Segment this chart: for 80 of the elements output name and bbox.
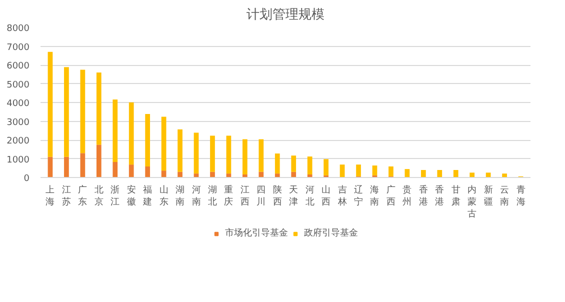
bar xyxy=(194,132,199,174)
bar xyxy=(210,136,215,172)
x-tick-label: 山东 xyxy=(159,184,168,208)
y-tick-label: 7000 xyxy=(6,42,30,53)
chart-title: 计划管理规模 xyxy=(246,8,324,22)
x-tick-label: 重庆 xyxy=(224,184,234,208)
x-tick-label: 陕西 xyxy=(272,184,282,208)
bar xyxy=(80,70,86,154)
x-tick-label: 广东 xyxy=(78,184,88,208)
x-tick-label: 天津 xyxy=(289,184,298,208)
x-tick-label: 辽宁 xyxy=(354,184,364,208)
y-tick-label: 0 xyxy=(24,174,30,184)
bar xyxy=(274,154,280,174)
x-tick-label: 江苏 xyxy=(62,184,71,208)
bar xyxy=(388,166,394,176)
legend-label: 市场化引导基金 xyxy=(225,227,288,240)
x-tick-label: 浙江 xyxy=(110,184,120,208)
x-tick-label: 海南 xyxy=(370,184,380,208)
bar xyxy=(242,139,248,174)
bar xyxy=(178,129,182,172)
y-tick-label: 4000 xyxy=(6,99,30,109)
bar xyxy=(502,174,507,178)
x-tick-label: 上海 xyxy=(46,184,55,208)
bar xyxy=(291,172,296,178)
bar xyxy=(48,52,53,157)
x-tick-label: 内蒙古 xyxy=(468,184,477,220)
bar xyxy=(128,164,134,178)
bar xyxy=(274,174,280,178)
bar xyxy=(210,172,215,178)
x-tick-label: 北京 xyxy=(94,184,104,208)
bar xyxy=(356,164,361,176)
bar xyxy=(161,116,166,171)
x-tick-label: 贵州 xyxy=(402,184,412,208)
y-tick-label: 2000 xyxy=(6,136,30,146)
x-tick-label: 吉林 xyxy=(336,184,347,208)
bar xyxy=(80,153,86,178)
y-tick-label: 3000 xyxy=(6,118,30,128)
bar xyxy=(420,170,426,178)
bar xyxy=(307,156,312,174)
x-tick-label: 甘肃 xyxy=(451,184,460,208)
bar xyxy=(178,172,182,178)
bar xyxy=(291,156,296,172)
bar xyxy=(64,156,69,178)
x-tick-label: 安徽 xyxy=(126,184,136,208)
bar xyxy=(64,67,69,157)
x-tick-label: 山西 xyxy=(322,184,331,208)
bar xyxy=(453,170,458,178)
x-tick-label: 香港 xyxy=(418,184,428,208)
x-tick-label: 福建 xyxy=(142,184,152,208)
x-tick-label: 江西 xyxy=(240,184,250,208)
x-tick-label: 青海 xyxy=(516,184,526,208)
bar xyxy=(96,144,102,178)
bar xyxy=(258,172,264,178)
bar xyxy=(112,162,118,178)
bar xyxy=(437,170,442,178)
legend-label: 政府引导基金 xyxy=(304,227,358,240)
x-tick-label: 云南 xyxy=(500,186,510,208)
x-tick-label: 河南 xyxy=(192,184,201,208)
bar xyxy=(48,156,53,178)
x-tick-label: 河北 xyxy=(305,184,314,208)
bar xyxy=(324,159,328,176)
x-tick-label: 香港 xyxy=(435,184,444,208)
bar xyxy=(258,139,264,172)
x-tick-label: 四川 xyxy=(256,186,266,208)
y-tick-label: 1000 xyxy=(6,155,30,166)
bar xyxy=(112,100,118,162)
x-tick-label: 湖南 xyxy=(176,184,185,208)
bar xyxy=(372,166,378,176)
bar xyxy=(145,114,150,166)
bar xyxy=(128,102,134,165)
x-tick-label: 湖北 xyxy=(208,184,217,208)
y-tick-label: 5000 xyxy=(6,80,30,90)
bar xyxy=(96,72,102,145)
y-tick-label: 8000 xyxy=(6,24,30,34)
x-tick-label: 新疆 xyxy=(484,184,493,208)
y-tick-label: 6000 xyxy=(6,62,30,72)
bar xyxy=(145,166,150,178)
x-tick-label: 广西 xyxy=(386,184,396,208)
bar xyxy=(226,136,232,174)
bar xyxy=(470,172,475,178)
